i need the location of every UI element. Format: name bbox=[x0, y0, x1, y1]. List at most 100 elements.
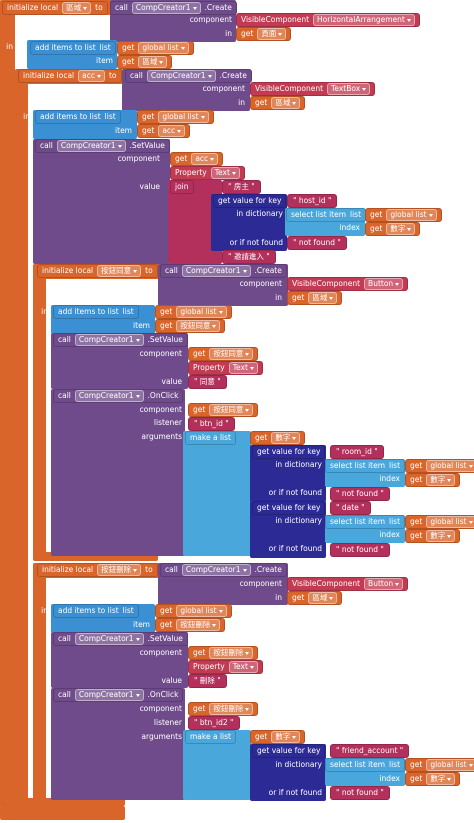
block-label: VisibleComponent bbox=[292, 579, 361, 588]
text-literal: " btn_id2 " bbox=[194, 718, 234, 727]
dropdown[interactable]: acc bbox=[158, 125, 186, 137]
dropdown[interactable]: global list bbox=[158, 111, 209, 123]
block-label: initialize local bbox=[7, 3, 59, 12]
dropdown[interactable]: 區域 bbox=[271, 97, 301, 109]
dropdown[interactable]: CompCreator1 bbox=[181, 265, 251, 277]
dropdown[interactable]: 區域 bbox=[62, 2, 92, 14]
socket-label: in bbox=[225, 28, 232, 40]
block-label: get bbox=[193, 405, 206, 414]
dropdown[interactable]: global list bbox=[176, 306, 227, 318]
dropdown[interactable]: TextBox bbox=[327, 83, 371, 95]
dropdown[interactable]: 數字 bbox=[426, 474, 456, 486]
dropdown[interactable]: global list bbox=[176, 605, 227, 617]
block-label: get bbox=[142, 126, 155, 135]
dropdown[interactable]: 區域 bbox=[308, 292, 338, 304]
dropdown[interactable]: CompCreator1 bbox=[131, 2, 201, 14]
dropdown[interactable]: Button bbox=[364, 278, 404, 290]
dropdown[interactable]: 按鈕刪除 bbox=[97, 564, 142, 576]
dropdown[interactable]: 頁面 bbox=[257, 28, 287, 40]
block-label: in dictionary bbox=[236, 209, 283, 218]
dropdown[interactable]: HorizontalArrangement bbox=[313, 14, 415, 26]
block-label: in bbox=[275, 593, 282, 602]
block-label: VisibleComponent bbox=[292, 279, 361, 288]
socket-label: item bbox=[133, 619, 150, 631]
socket-label: in bbox=[41, 306, 48, 318]
code-block: " btn_id " bbox=[188, 417, 235, 431]
dropdown[interactable]: 按鈕刪除 bbox=[176, 619, 221, 631]
dropdown[interactable]: CompCreator1 bbox=[146, 70, 216, 82]
code-block: " 同意 " bbox=[188, 375, 227, 389]
dropdown[interactable]: global list bbox=[426, 516, 474, 528]
socket-label: component bbox=[118, 153, 160, 165]
dropdown[interactable]: CompCreator1 bbox=[74, 334, 144, 346]
dropdown[interactable]: 區域 bbox=[138, 56, 168, 68]
block-label: .Create bbox=[219, 71, 247, 80]
dropdown[interactable]: acc bbox=[191, 153, 219, 165]
code-block: add items to list list bbox=[35, 110, 121, 124]
dropdown[interactable]: 數字 bbox=[386, 223, 416, 235]
dropdown[interactable]: 數字 bbox=[271, 432, 301, 444]
dropdown[interactable]: global list bbox=[138, 42, 189, 54]
block-label: get bbox=[370, 210, 383, 219]
code-block: add items to list list bbox=[30, 41, 116, 55]
code-block: get 區域 bbox=[250, 96, 306, 110]
socket-label: component bbox=[140, 703, 182, 715]
code-block: " 刪除 " bbox=[188, 674, 227, 688]
code-block: call CompCreator1 .SetValue bbox=[53, 333, 188, 347]
dropdown[interactable]: 區域 bbox=[308, 592, 338, 604]
code-block: " room_id " bbox=[330, 445, 384, 459]
socket-label: in bbox=[41, 605, 48, 617]
dropdown[interactable]: 按鈕同意 bbox=[209, 348, 254, 360]
code-block: call CompCreator1 .Create bbox=[125, 69, 252, 83]
block-label: get bbox=[292, 293, 305, 302]
text-literal: " 邀請進入 " bbox=[228, 252, 270, 261]
dropdown[interactable]: Text bbox=[228, 362, 258, 374]
block-label: call bbox=[165, 266, 178, 275]
dropdown[interactable]: 按鈕刪除 bbox=[209, 647, 254, 659]
dropdown[interactable]: 按鈕刪除 bbox=[209, 703, 254, 715]
code-block: " host_id " bbox=[287, 194, 338, 208]
block-label: component bbox=[239, 279, 282, 288]
dropdown[interactable]: CompCreator1 bbox=[56, 140, 126, 152]
dropdown[interactable]: 按鈕同意 bbox=[176, 320, 221, 332]
block-label: call bbox=[58, 690, 71, 699]
socket-label: in bbox=[275, 592, 282, 604]
code-block: get global list bbox=[405, 758, 474, 772]
dropdown[interactable]: acc bbox=[78, 70, 105, 82]
dropdown[interactable]: CompCreator1 bbox=[74, 689, 144, 701]
dropdown[interactable]: 數字 bbox=[271, 731, 301, 743]
code-block: get value for key bbox=[252, 501, 326, 515]
block-frame bbox=[15, 69, 28, 804]
block-label: in bbox=[23, 112, 30, 121]
block-label: Property bbox=[193, 662, 225, 671]
code-block: " not found " bbox=[330, 543, 390, 557]
dropdown[interactable]: CompCreator1 bbox=[181, 564, 251, 576]
dropdown[interactable]: global list bbox=[426, 759, 474, 771]
socket-label: index bbox=[379, 473, 400, 485]
dropdown[interactable]: CompCreator1 bbox=[74, 633, 144, 645]
dropdown[interactable]: 按鈕同意 bbox=[209, 404, 254, 416]
socket-label: in bbox=[23, 111, 30, 123]
code-block: get 頁面 bbox=[236, 27, 292, 41]
dropdown[interactable]: CompCreator1 bbox=[74, 390, 144, 402]
socket-label: component bbox=[203, 83, 245, 95]
code-block: select list item list bbox=[286, 208, 367, 222]
dropdown[interactable]: 數字 bbox=[426, 773, 456, 785]
block-label: get bbox=[160, 321, 173, 330]
dropdown[interactable]: Text bbox=[210, 167, 240, 179]
dropdown[interactable]: global list bbox=[426, 460, 474, 472]
block-frame bbox=[33, 563, 46, 803]
dropdown[interactable]: global list bbox=[386, 209, 437, 221]
dropdown[interactable]: 數字 bbox=[426, 530, 456, 542]
block-label: list bbox=[122, 606, 134, 615]
block-label: item bbox=[133, 620, 150, 629]
code-block: get acc bbox=[170, 152, 224, 166]
dropdown[interactable]: Text bbox=[228, 661, 258, 673]
dropdown[interactable]: 按鈕同意 bbox=[97, 265, 142, 277]
block-label: get bbox=[122, 43, 135, 52]
dropdown[interactable]: Button bbox=[364, 578, 404, 590]
block-label: item bbox=[96, 56, 113, 65]
text-literal: " not found " bbox=[293, 238, 341, 247]
block-label: add items to list bbox=[58, 307, 119, 316]
block-label: to bbox=[145, 266, 153, 275]
